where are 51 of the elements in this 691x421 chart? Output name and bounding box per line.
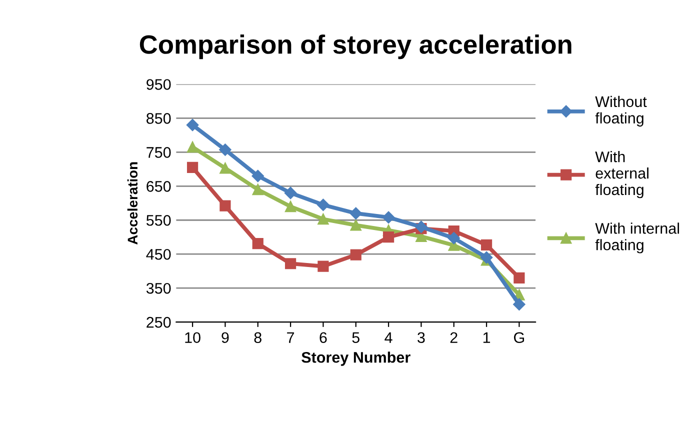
legend-label: Without floating: [595, 96, 647, 127]
x-tick-label: 5: [352, 332, 360, 344]
point: [350, 220, 362, 231]
x-tick-label: 9: [222, 332, 229, 344]
y-tick-label: 950: [146, 79, 171, 90]
y-tick-label: 450: [146, 248, 171, 260]
point: [186, 142, 198, 153]
x-tick-label: 8: [254, 332, 262, 344]
point: [350, 207, 362, 220]
point: [350, 249, 362, 260]
point: [382, 211, 395, 224]
point: [252, 170, 264, 182]
y-tick-label: 650: [146, 181, 171, 192]
chart-title: Comparison of storey acceleration: [140, 34, 572, 60]
x-tick-label: 6: [320, 332, 327, 344]
x-tick-label: 4: [384, 332, 392, 343]
point: [220, 162, 231, 174]
point: [220, 200, 231, 212]
point: [252, 184, 264, 196]
point: [284, 200, 296, 212]
y-tick-label: 750: [146, 147, 171, 158]
x-tick-label: 1: [483, 332, 490, 343]
point: [284, 186, 297, 200]
y-tick-label: 250: [146, 316, 171, 328]
point: [382, 232, 394, 243]
y-tick-label: 850: [146, 113, 171, 124]
y-tick-label: 350: [146, 282, 171, 294]
point: [480, 251, 493, 264]
point: [219, 144, 232, 156]
point: [252, 238, 264, 250]
point: [513, 298, 526, 310]
point: [480, 239, 492, 250]
point: [318, 260, 329, 272]
legend-label: With internal floating: [595, 222, 679, 254]
point: [415, 220, 428, 234]
point: [317, 198, 330, 211]
point: [514, 272, 525, 284]
legend-label: With external floating: [595, 151, 648, 198]
point: [448, 232, 460, 244]
x-axis-title: Storey Number: [302, 352, 410, 366]
point: [186, 118, 199, 132]
y-axis-title: Acceleration: [127, 162, 138, 244]
x-tick-label: 3: [418, 332, 425, 344]
y-tick-label: 550: [146, 214, 171, 226]
x-tick-label: G: [514, 332, 524, 344]
point: [284, 258, 296, 270]
x-tick-label: 2: [450, 332, 458, 343]
x-tick-label: 7: [287, 332, 294, 343]
x-tick-label: 10: [185, 332, 200, 344]
point: [186, 162, 198, 174]
point: [318, 214, 329, 225]
